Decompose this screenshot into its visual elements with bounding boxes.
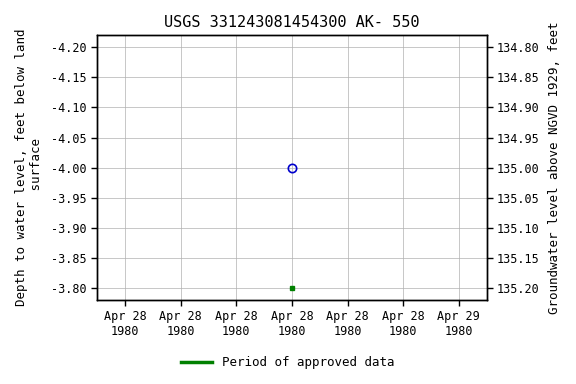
Y-axis label: Groundwater level above NGVD 1929, feet: Groundwater level above NGVD 1929, feet (548, 22, 561, 314)
Legend: Period of approved data: Period of approved data (176, 351, 400, 374)
Title: USGS 331243081454300 AK- 550: USGS 331243081454300 AK- 550 (164, 15, 420, 30)
Y-axis label: Depth to water level, feet below land
 surface: Depth to water level, feet below land su… (15, 29, 43, 306)
